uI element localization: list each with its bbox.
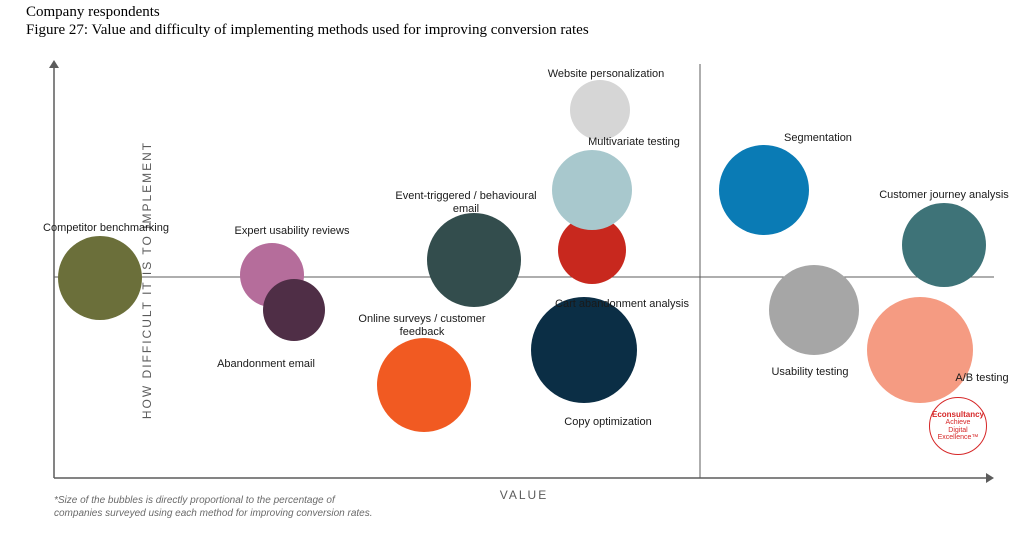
bubble-abandonment-email: [263, 279, 325, 341]
bubble-label-online-surveys-feedback: Online surveys / customer feedback: [332, 313, 512, 338]
bubble-competitor-benchmarking: [58, 236, 142, 320]
page-supertitle: Company respondents: [26, 4, 160, 21]
bubble-label-expert-usability-reviews: Expert usability reviews: [217, 225, 367, 238]
page: Company respondents Figure 27: Value and…: [0, 0, 1017, 539]
bubble-label-customer-journey-analysis: Customer journey analysis: [854, 189, 1017, 202]
bubble-label-competitor-benchmarking: Competitor benchmarking: [31, 222, 181, 235]
bubble-usability-testing: [769, 265, 859, 355]
bubble-label-ab-testing: A/B testing: [932, 372, 1017, 385]
econsultancy-logo: Econsultancy Achieve Digital Excellence™: [929, 397, 987, 455]
bubble-label-abandonment-email: Abandonment email: [196, 358, 336, 371]
bubble-label-copy-optimization: Copy optimization: [533, 416, 683, 429]
bubble-event-triggered-email: [427, 213, 521, 307]
bubble-label-multivariate-testing: Multivariate testing: [559, 136, 709, 149]
logo-line4: Excellence™: [938, 434, 979, 441]
page-title: Figure 27: Value and difficulty of imple…: [26, 22, 589, 39]
bubble-label-website-personalization: Website personalization: [521, 68, 691, 81]
chart-axes: [44, 60, 1004, 522]
bubble-label-segmentation: Segmentation: [758, 132, 878, 145]
bubble-chart: HOW DIFFICULT IT IS TO IMPLEMENT VALUE *…: [44, 60, 1004, 500]
y-axis-label: HOW DIFFICULT IT IS TO IMPLEMENT: [140, 141, 154, 419]
bubble-label-event-triggered-email: Event-triggered / behavioural email: [366, 190, 566, 215]
bubble-ab-testing: [867, 297, 973, 403]
bubble-website-personalization: [570, 80, 630, 140]
bubble-online-surveys-feedback: [377, 338, 471, 432]
x-axis-label: VALUE: [500, 488, 548, 502]
bubble-customer-journey-analysis: [902, 203, 986, 287]
bubble-label-cart-abandonment-analysis: Cart abandonment analysis: [532, 298, 712, 311]
logo-line2: Achieve: [946, 419, 971, 426]
chart-footnote: *Size of the bubbles is directly proport…: [54, 494, 474, 520]
bubble-copy-optimization: [531, 297, 637, 403]
logo-line1: Econsultancy: [932, 411, 984, 419]
bubble-segmentation: [719, 145, 809, 235]
bubble-label-usability-testing: Usability testing: [750, 366, 870, 379]
logo-line3: Digital: [948, 427, 967, 434]
